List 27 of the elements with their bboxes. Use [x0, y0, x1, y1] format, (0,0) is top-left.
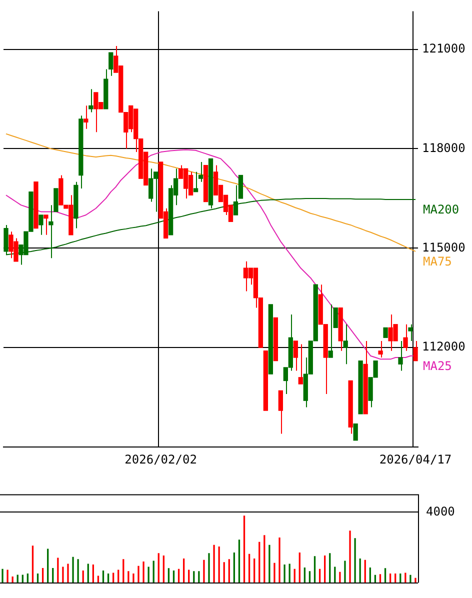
candlestick	[293, 340, 298, 372]
candlestick	[383, 327, 388, 338]
series-label: MA25	[423, 358, 452, 373]
y-tick-label: 4000	[426, 504, 455, 518]
candlestick	[398, 340, 403, 372]
series-label: MA75	[423, 254, 452, 269]
candlestick	[343, 324, 348, 365]
y-tick-label: 121000	[422, 41, 466, 56]
series-label: MA200	[423, 202, 460, 217]
candlestick	[38, 214, 44, 236]
candlestick	[84, 105, 88, 130]
candlestick	[298, 344, 303, 385]
candlestick	[408, 324, 413, 342]
candlestick	[378, 340, 383, 358]
y-tick-label: 118000	[422, 140, 466, 155]
x-tick-label: 2026/02/02	[124, 452, 197, 466]
candlestick	[278, 390, 283, 434]
candlestick	[353, 423, 358, 441]
y-tick-label: 115000	[422, 240, 466, 254]
candlestick	[238, 174, 244, 199]
x-tick-label: 2026/04/17	[379, 452, 452, 466]
candlestick	[403, 324, 408, 352]
candlestick	[44, 214, 48, 236]
candlestick	[108, 52, 114, 76]
candlestick	[413, 340, 418, 362]
y-tick-label: 112000	[422, 340, 466, 354]
candlestick	[88, 88, 94, 113]
